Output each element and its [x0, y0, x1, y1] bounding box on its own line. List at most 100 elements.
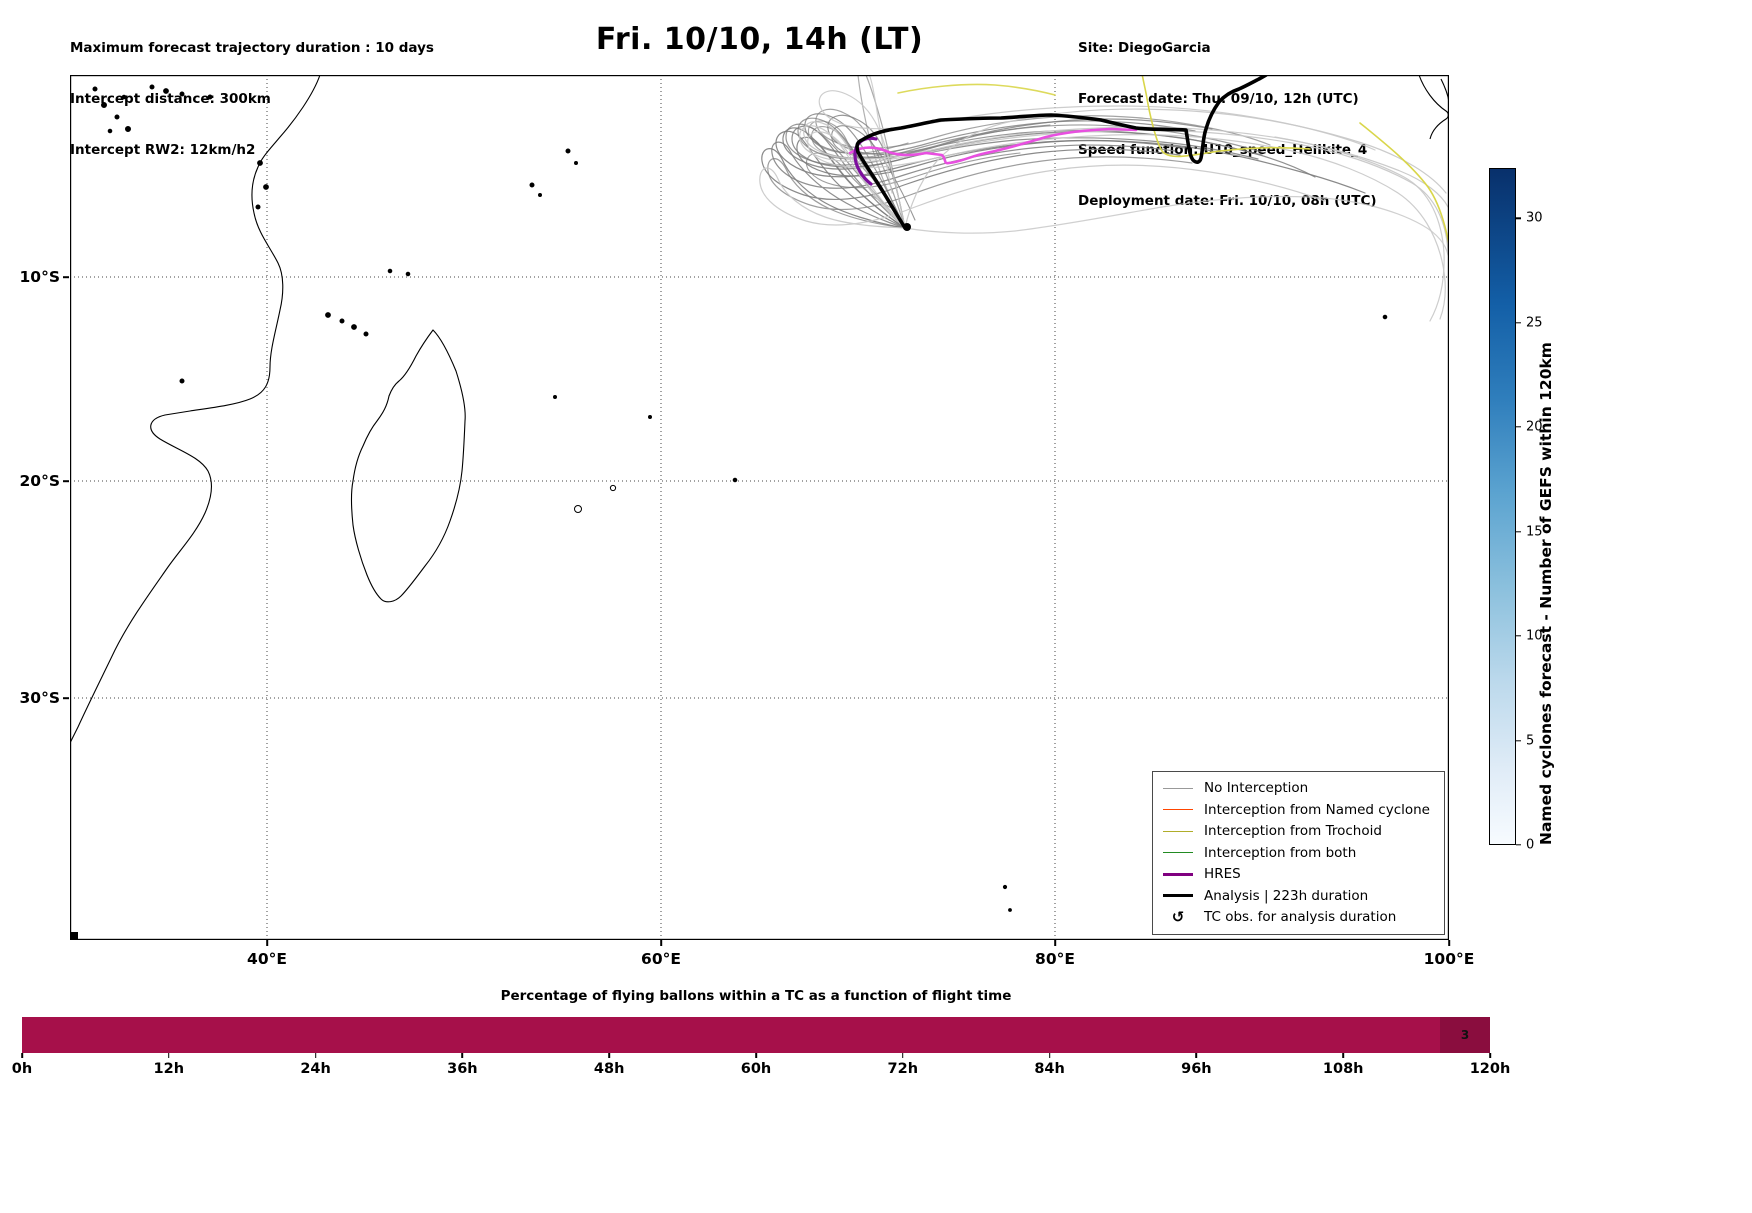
legend-label: HRES	[1204, 866, 1241, 883]
bottom-tick-mark	[168, 1053, 170, 1058]
map-frame	[70, 75, 1449, 940]
legend-line	[1163, 852, 1194, 854]
colorbar-tick-label: 25	[1526, 315, 1543, 331]
island	[207, 94, 213, 100]
island	[255, 204, 261, 210]
coastline	[350, 329, 466, 603]
legend-line-swatch	[1163, 787, 1194, 789]
legend-line-swatch	[1163, 809, 1194, 811]
legend: No Interception Interception from Named c…	[1152, 770, 1445, 935]
plot-title: Fri. 10/10, 14h (LT)	[595, 22, 924, 57]
y-tick-mark	[63, 276, 69, 278]
island	[574, 161, 578, 165]
colorbar: Named cyclones forecast - Number of GEFS…	[1489, 168, 1609, 853]
island	[149, 84, 155, 90]
map-canvas	[70, 75, 1449, 940]
bar-annotation-label: 3	[1460, 1028, 1470, 1042]
island	[263, 184, 269, 190]
colorbar-tick-label: 30	[1526, 210, 1543, 226]
colorbar-tick-mark	[1516, 530, 1521, 533]
colorbar-tick-label: 0	[1526, 837, 1535, 853]
gefs-member	[805, 152, 1021, 211]
legend-line	[1163, 872, 1194, 876]
island	[351, 324, 357, 330]
island	[107, 128, 113, 134]
intercept-rw2-text: Intercept RW2: 12km/h2	[70, 142, 256, 158]
island	[179, 378, 185, 384]
island	[257, 160, 263, 166]
island	[529, 182, 535, 188]
gefs-member	[857, 75, 906, 229]
island	[121, 94, 127, 100]
gefs-member-far	[807, 131, 1446, 320]
gefs-member-far	[1274, 136, 1445, 322]
bottom-tick-label: 108h	[1322, 1061, 1364, 1077]
colorbar-tick-label: 15	[1526, 524, 1543, 540]
tc-obs-icon: ↺	[1163, 907, 1193, 926]
island	[609, 484, 617, 492]
legend-line	[1163, 830, 1194, 832]
legend-line-swatch	[1163, 852, 1194, 854]
x-tick-mark	[1448, 940, 1450, 946]
colorbar-tick-mark	[1516, 635, 1521, 637]
island	[565, 148, 571, 154]
bottom-tick-mark	[902, 1053, 904, 1058]
forecast-parameters: Maximum forecast trajectory duration : 1…	[70, 6, 434, 193]
bottom-tick-label: 96h	[1181, 1061, 1212, 1077]
legend-row: HRES	[1163, 864, 1430, 886]
bottom-tick-label: 60h	[740, 1061, 772, 1077]
island	[1382, 314, 1388, 320]
bottom-tick-mark	[755, 1053, 757, 1058]
bottom-chart-title: Percentage of flying ballons within a TC…	[500, 988, 1012, 1004]
legend-label: Interception from both	[1204, 844, 1357, 861]
bottom-axis: 0h 12h 24h 36h 48h 60h 72h 84h 96h 108h 120h	[12, 1053, 1510, 1085]
island	[1008, 908, 1012, 912]
island	[92, 86, 98, 92]
y-tick-label: 20°S	[19, 472, 60, 490]
bottom-tick-mark	[1489, 1053, 1491, 1058]
bottom-tick-label: 120h	[1469, 1061, 1511, 1077]
island	[387, 268, 393, 274]
bottom-tick-label: 72h	[887, 1061, 919, 1077]
corner-marker	[70, 932, 78, 940]
gefs-member-far	[799, 125, 1449, 252]
gefs-member-far	[904, 195, 1449, 256]
site-info: Site: DiegoGarcia Forecast date: Thu. 09…	[1078, 6, 1377, 244]
island	[574, 505, 582, 513]
hres-track	[848, 127, 1138, 165]
map-panel: No Interception Interception from Named c…	[70, 75, 1449, 940]
legend-label: Analysis | 223h duration	[1204, 887, 1369, 904]
x-tick-label: 60°E	[641, 950, 681, 968]
legend-row: No Interception	[1163, 778, 1430, 800]
legend-line-swatch	[1163, 830, 1194, 832]
tc-position-marker	[903, 223, 911, 231]
max-duration-text: Maximum forecast trajectory duration : 1…	[70, 40, 434, 56]
legend-line-swatch	[1163, 872, 1194, 876]
legend-row: ↺ TC obs. for analysis duration	[1163, 907, 1430, 929]
x-tick-label: 100°E	[1423, 950, 1475, 968]
island	[101, 102, 107, 108]
colorbar-tick-label: 5	[1526, 733, 1535, 749]
coastline	[70, 75, 321, 744]
gefs-member	[767, 156, 1193, 229]
island	[179, 91, 185, 97]
y-tick-label: 10°S	[19, 268, 60, 286]
legend-line	[1163, 894, 1194, 898]
island	[125, 126, 131, 132]
rotate-symbol: ↺	[1171, 907, 1185, 926]
island	[648, 415, 652, 419]
bottom-tick-mark	[608, 1053, 610, 1058]
bottom-tick-mark	[461, 1053, 464, 1058]
x-tick-mark	[266, 940, 268, 946]
gefs-member-far	[868, 75, 893, 194]
x-tick-label: 80°E	[1035, 950, 1075, 968]
legend-line-swatch	[1163, 894, 1194, 898]
colorbar-tick-mark	[1516, 739, 1521, 742]
x-tick-mark	[1054, 940, 1056, 946]
trochoid-member	[897, 83, 1056, 96]
island	[339, 318, 345, 324]
island	[363, 331, 369, 337]
colorbar-tick-mark	[1516, 217, 1521, 219]
island	[325, 312, 331, 318]
tc-percentage-bar: 3	[22, 1017, 1490, 1053]
